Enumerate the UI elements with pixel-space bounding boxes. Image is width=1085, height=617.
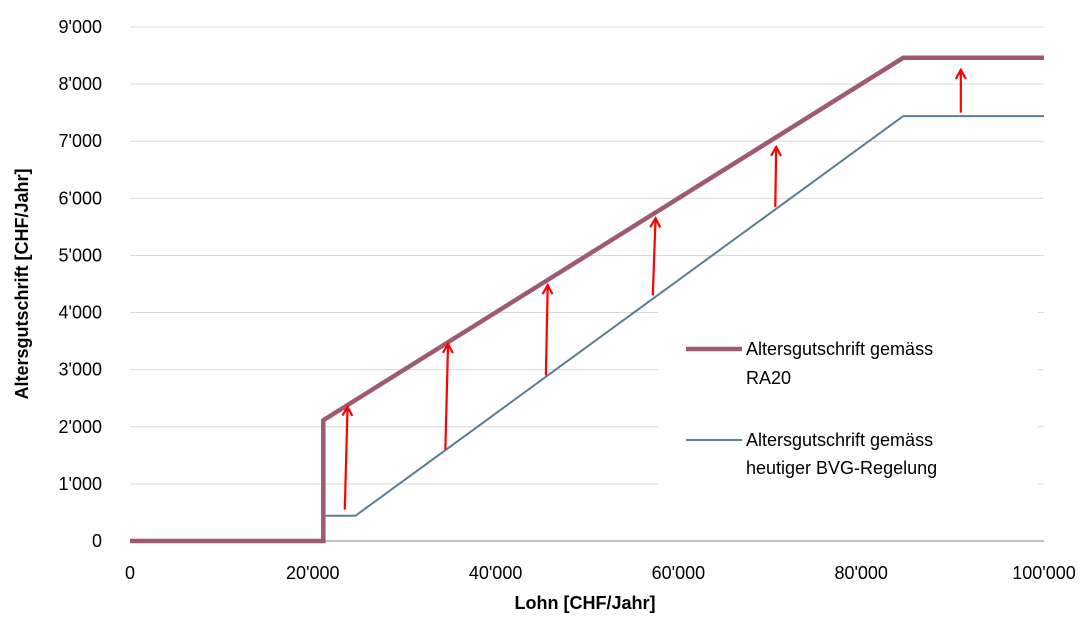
x-axis: 0 20'000 40'000 60'000 80'000 100'000: [125, 563, 1076, 583]
annotation-arrows: [345, 70, 961, 510]
annotation-arrow: [345, 407, 348, 510]
x-tick-label: 0: [125, 563, 135, 583]
legend-label-bvg-line2: heutiger BVG-Regelung: [746, 458, 937, 478]
plot-area: [130, 55, 1044, 544]
y-tick-label: 5'000: [59, 245, 102, 265]
annotation-arrow: [775, 147, 776, 207]
y-tick-label: 2'000: [59, 417, 102, 437]
series-line-ra20: [130, 55, 1044, 544]
y-tick-label: 1'000: [59, 474, 102, 494]
y-tick-label: 3'000: [59, 360, 102, 380]
x-tick-label: 80'000: [834, 563, 888, 583]
x-tick-label: 40'000: [469, 563, 523, 583]
x-axis-title: Lohn [CHF/Jahr]: [515, 593, 656, 613]
x-tick-label: 60'000: [652, 563, 706, 583]
y-tick-label: 4'000: [59, 303, 102, 323]
legend: Altersgutschrift gemäss RA20 Altersgutsc…: [686, 339, 937, 478]
annotation-arrow: [546, 285, 548, 376]
x-tick-label: 20'000: [286, 563, 340, 583]
y-axis: 0 1'000 2'000 3'000 4'000 5'000 6'000 7'000 8'00…: [59, 17, 102, 551]
legend-label-ra20-line1: Altersgutschrift gemäss: [746, 339, 933, 359]
legend-background: [658, 312, 1038, 518]
y-tick-label: 9'000: [59, 17, 102, 37]
annotation-arrow: [445, 344, 448, 450]
y-tick-label: 6'000: [59, 188, 102, 208]
annotation-arrow: [653, 218, 656, 296]
y-tick-label: 0: [92, 531, 102, 551]
y-tick-label: 8'000: [59, 74, 102, 94]
y-axis-title: Altersgutschrift [CHF/Jahr]: [12, 168, 32, 399]
legend-label-bvg-line1: Altersgutschrift gemäss: [746, 430, 933, 450]
y-tick-label: 7'000: [59, 131, 102, 151]
legend-label-ra20-line2: RA20: [746, 368, 791, 388]
x-tick-label: 100'000: [1012, 563, 1076, 583]
